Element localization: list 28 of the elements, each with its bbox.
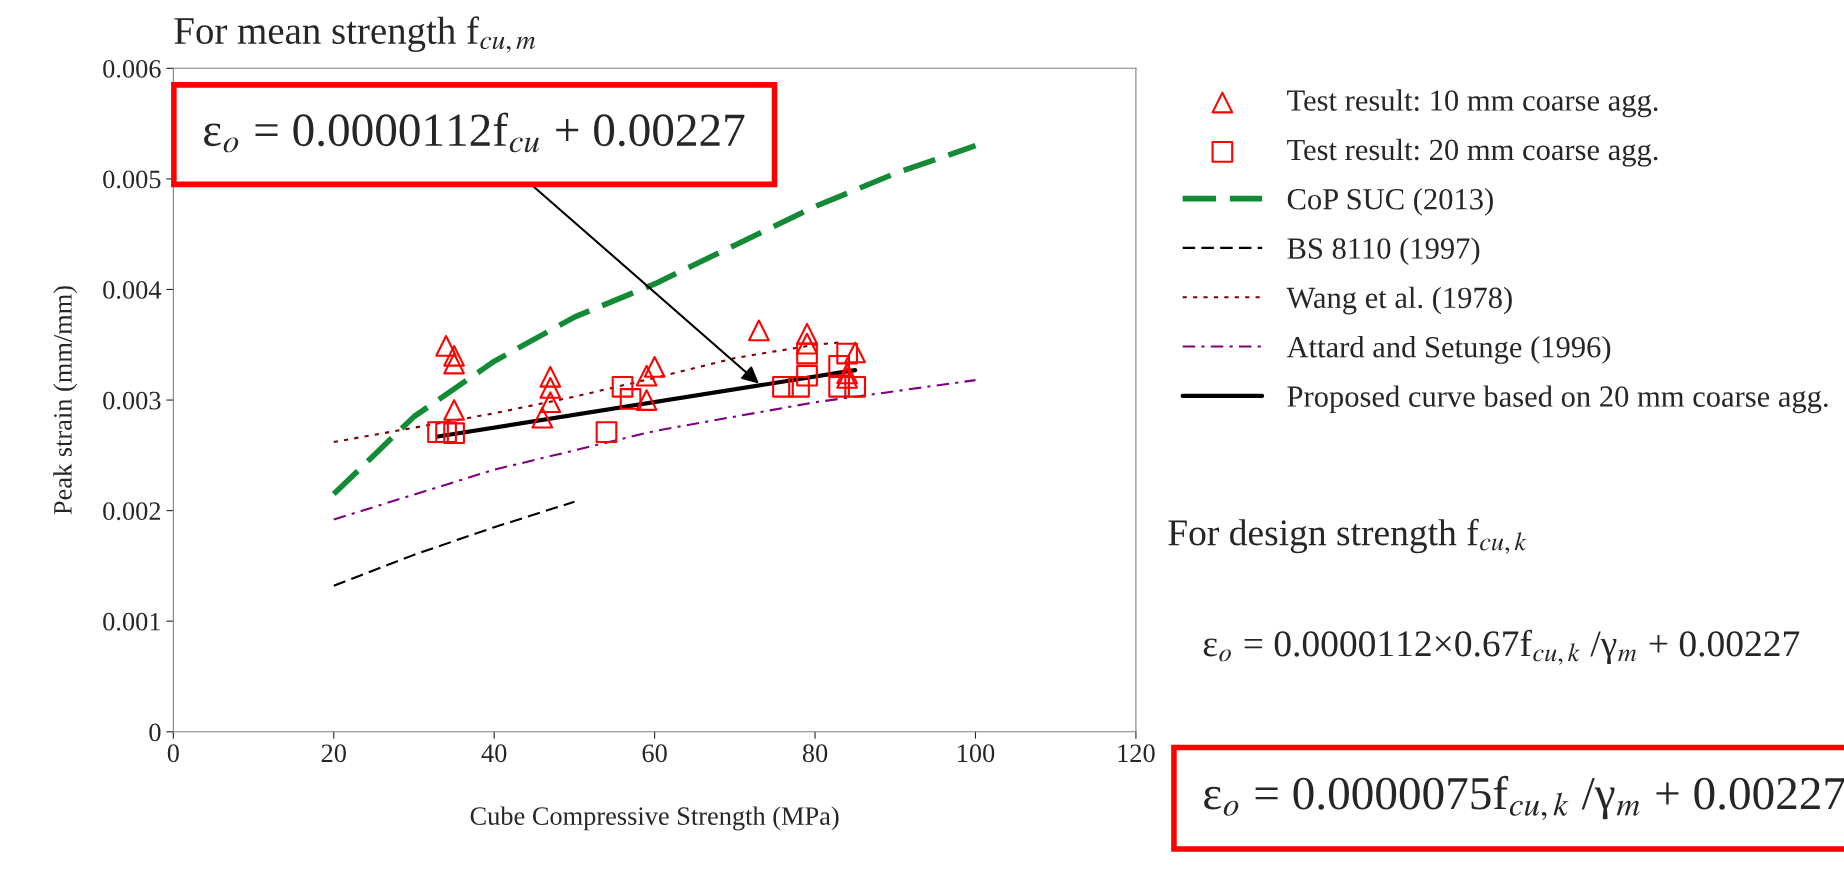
legend-label: Attard and Setunge (1996) (1286, 336, 1611, 364)
x-tick-label: 20 (321, 744, 346, 763)
y-tick-label: 0.006 (103, 59, 161, 78)
legend-label: BS 8110 (1997) (1287, 237, 1480, 266)
y-tick-label: 0.001 (103, 612, 160, 631)
y-tick-label: 0 (149, 723, 161, 742)
legend-label: Test result: 10 mm coarse agg. (1287, 89, 1658, 118)
x-tick-label: 80 (802, 744, 828, 763)
text: ε$_{o}$ = 0.0000112×0.67f$_{cu,k}$ /γ$_{m}$ + 0.00227 (1203, 629, 1800, 665)
x-tick-label: 60 (642, 744, 667, 763)
x-tick-label: 120 (1118, 744, 1155, 763)
x-tick-label: 100 (958, 744, 995, 763)
x-axis-title: Cube Compressive Strength (MPa) (470, 806, 839, 831)
legend-label: CoP SUC (2013) (1287, 188, 1493, 216)
text: For design strength f$_{cu,k}$ (1168, 518, 1527, 554)
chart-title: For mean strength f$_{cu,m}$ (174, 16, 536, 53)
y-tick-label: 0.004 (103, 281, 162, 299)
annotation: ε$_{o}$ = 0.0000112f$_{cu}$ + 0.00227 (204, 112, 745, 153)
legend-label: Proposed curve based on 20 mm coarse agg. (1287, 385, 1828, 414)
y-axis-title: Peak strain (mm/mm) (53, 286, 78, 515)
legend-label: Test result: 20 mm coarse agg. (1287, 138, 1658, 167)
y-tick-label: 0.005 (103, 170, 161, 189)
y-tick-label: 0.002 (103, 502, 161, 521)
text: ε$_{o}$ = 0.0000075f$_{cu,k}$ /γ$_{m}$ + 0.00227 (1204, 775, 1844, 821)
y-tick-label: 0.003 (103, 391, 161, 410)
x-tick-label: 40 (481, 744, 507, 763)
x-tick-label: 0 (167, 744, 179, 763)
legend-label: Wang et al. (1978) (1286, 286, 1512, 315)
